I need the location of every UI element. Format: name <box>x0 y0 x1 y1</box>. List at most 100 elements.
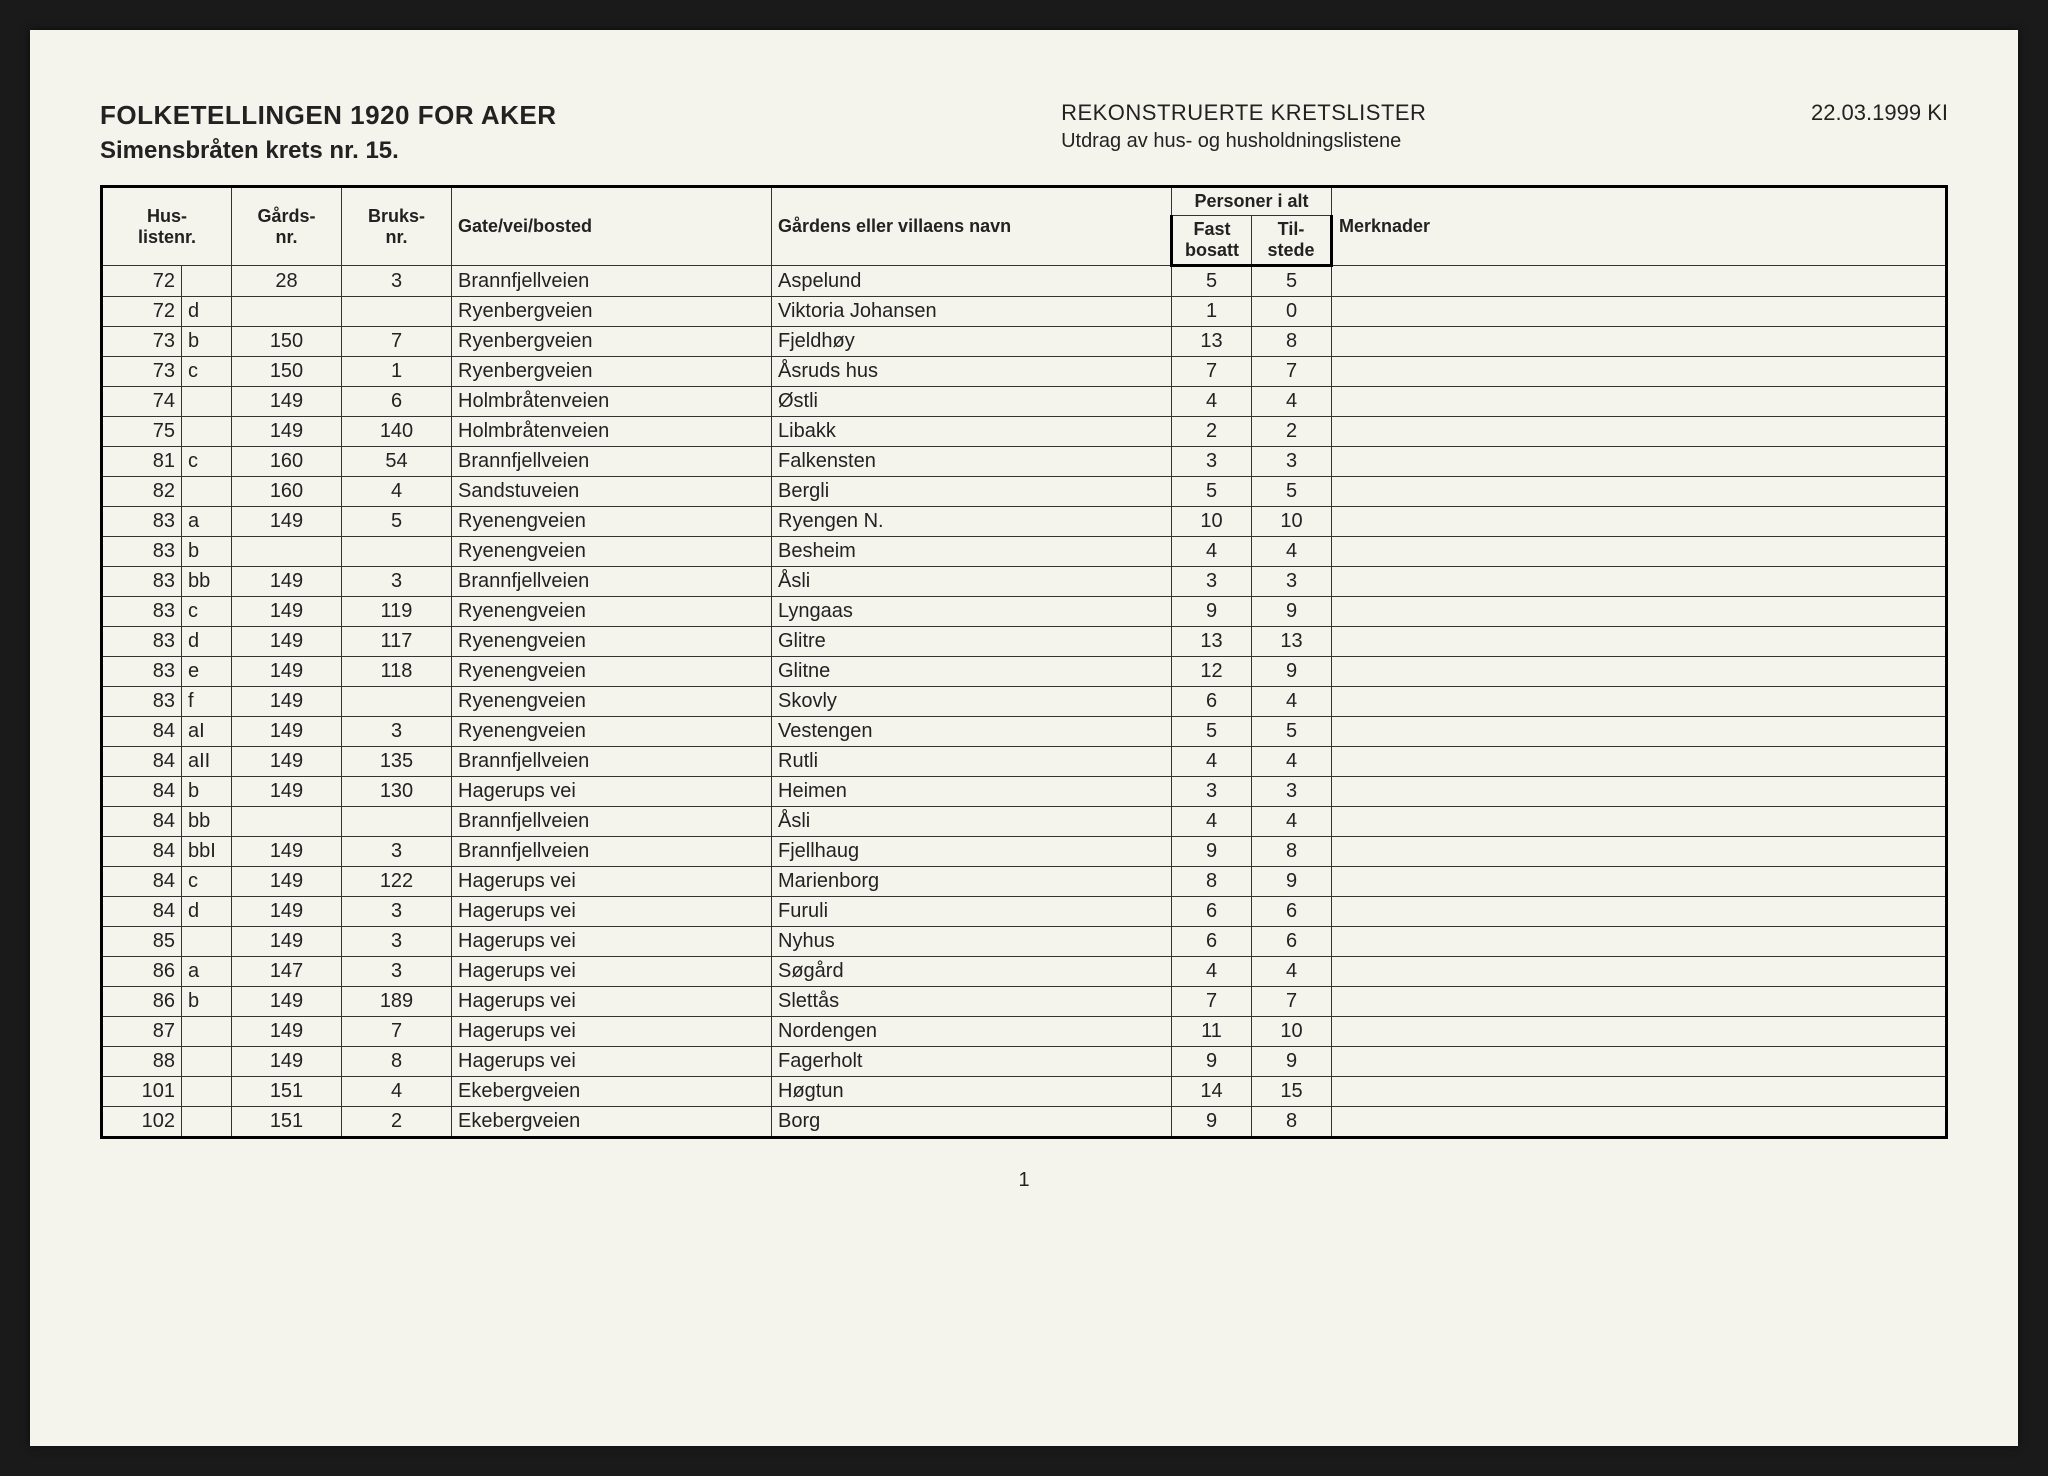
header-center-block: REKONSTRUERTE KRETSLISTER Utdrag av hus-… <box>1061 100 1426 153</box>
cell-gardsnr <box>232 297 342 327</box>
cell-bruksnr <box>342 297 452 327</box>
cell-hus-suffix <box>182 417 232 447</box>
cell-merknader <box>1332 567 1947 597</box>
cell-merknader <box>1332 327 1947 357</box>
cell-merknader <box>1332 597 1947 627</box>
header-date: 22.03.1999 KI <box>1811 100 1948 126</box>
cell-merknader <box>1332 657 1947 687</box>
cell-til-stede: 8 <box>1252 327 1332 357</box>
cell-gardsnr <box>232 807 342 837</box>
table-body: 72283BrannfjellveienAspelund5572dRyenber… <box>102 266 1947 1138</box>
cell-fast-bosatt: 9 <box>1172 1047 1252 1077</box>
col-gate: Gate/vei/bosted <box>452 187 772 266</box>
cell-hus-suffix: b <box>182 777 232 807</box>
cell-bruksnr: 2 <box>342 1107 452 1138</box>
cell-husnr: 83 <box>102 597 182 627</box>
table-row: 81c16054BrannfjellveienFalkensten33 <box>102 447 1947 477</box>
table-row: 1021512EkebergveienBorg98 <box>102 1107 1947 1138</box>
col-fast-bosatt: Fast bosatt <box>1172 216 1252 266</box>
scanner-background: FOLKETELLINGEN 1920 FOR AKER Simensbråte… <box>0 0 2048 1476</box>
cell-bruksnr: 3 <box>342 567 452 597</box>
cell-villa: Åsli <box>772 807 1172 837</box>
cell-husnr: 81 <box>102 447 182 477</box>
table-row: 84aII149135BrannfjellveienRutli44 <box>102 747 1947 777</box>
cell-merknader <box>1332 837 1947 867</box>
cell-merknader <box>1332 867 1947 897</box>
table-row: 84bbBrannfjellveienÅsli44 <box>102 807 1947 837</box>
cell-gardsnr: 149 <box>232 717 342 747</box>
cell-husnr: 85 <box>102 927 182 957</box>
cell-fast-bosatt: 5 <box>1172 717 1252 747</box>
cell-gate: Ryenengveien <box>452 597 772 627</box>
cell-merknader <box>1332 357 1947 387</box>
cell-til-stede: 10 <box>1252 507 1332 537</box>
cell-husnr: 83 <box>102 567 182 597</box>
cell-hus-suffix <box>182 1047 232 1077</box>
cell-villa: Furuli <box>772 897 1172 927</box>
cell-villa: Åsli <box>772 567 1172 597</box>
cell-gardsnr: 149 <box>232 1017 342 1047</box>
page-header: FOLKETELLINGEN 1920 FOR AKER Simensbråte… <box>100 100 1948 165</box>
cell-merknader <box>1332 927 1947 957</box>
cell-gate: Hagerups vei <box>452 927 772 957</box>
cell-gate: Holmbråtenveien <box>452 417 772 447</box>
cell-hus-suffix: d <box>182 897 232 927</box>
cell-fast-bosatt: 11 <box>1172 1017 1252 1047</box>
table-header: Hus- listenr. Gårds- nr. Bruks- nr. Gate… <box>102 187 1947 266</box>
cell-villa: Marienborg <box>772 867 1172 897</box>
cell-merknader <box>1332 777 1947 807</box>
census-table: Hus- listenr. Gårds- nr. Bruks- nr. Gate… <box>100 185 1948 1139</box>
cell-villa: Østli <box>772 387 1172 417</box>
cell-gardsnr: 149 <box>232 777 342 807</box>
cell-fast-bosatt: 9 <box>1172 837 1252 867</box>
cell-merknader <box>1332 717 1947 747</box>
cell-villa: Lyngaas <box>772 597 1172 627</box>
cell-til-stede: 8 <box>1252 837 1332 867</box>
cell-husnr: 74 <box>102 387 182 417</box>
cell-bruksnr: 3 <box>342 837 452 867</box>
cell-merknader <box>1332 987 1947 1017</box>
cell-hus-suffix: c <box>182 447 232 477</box>
cell-merknader <box>1332 507 1947 537</box>
cell-husnr: 83 <box>102 537 182 567</box>
cell-gardsnr: 151 <box>232 1077 342 1107</box>
cell-gate: Ryenengveien <box>452 537 772 567</box>
col-til-stede: Til- stede <box>1252 216 1332 266</box>
cell-gardsnr: 28 <box>232 266 342 297</box>
cell-gardsnr: 150 <box>232 357 342 387</box>
cell-husnr: 84 <box>102 777 182 807</box>
cell-gardsnr: 149 <box>232 867 342 897</box>
cell-villa: Ryengen N. <box>772 507 1172 537</box>
cell-husnr: 72 <box>102 297 182 327</box>
cell-til-stede: 4 <box>1252 957 1332 987</box>
cell-hus-suffix: c <box>182 867 232 897</box>
cell-villa: Fagerholt <box>772 1047 1172 1077</box>
cell-hus-suffix: b <box>182 537 232 567</box>
cell-fast-bosatt: 3 <box>1172 567 1252 597</box>
table-row: 73c1501RyenbergveienÅsruds hus77 <box>102 357 1947 387</box>
cell-husnr: 102 <box>102 1107 182 1138</box>
cell-husnr: 88 <box>102 1047 182 1077</box>
cell-husnr: 84 <box>102 897 182 927</box>
cell-villa: Glitne <box>772 657 1172 687</box>
cell-til-stede: 4 <box>1252 387 1332 417</box>
table-row: 1011514EkebergveienHøgtun1415 <box>102 1077 1947 1107</box>
cell-bruksnr: 6 <box>342 387 452 417</box>
cell-gate: Ryenbergveien <box>452 297 772 327</box>
cell-fast-bosatt: 4 <box>1172 807 1252 837</box>
cell-gardsnr: 160 <box>232 477 342 507</box>
cell-merknader <box>1332 537 1947 567</box>
cell-hus-suffix: b <box>182 327 232 357</box>
cell-gate: Hagerups vei <box>452 1017 772 1047</box>
cell-gardsnr: 151 <box>232 1107 342 1138</box>
cell-husnr: 84 <box>102 867 182 897</box>
cell-villa: Vestengen <box>772 717 1172 747</box>
cell-merknader <box>1332 477 1947 507</box>
cell-villa: Borg <box>772 1107 1172 1138</box>
cell-hus-suffix: c <box>182 597 232 627</box>
cell-husnr: 75 <box>102 417 182 447</box>
cell-fast-bosatt: 6 <box>1172 897 1252 927</box>
table-row: 83bb1493BrannfjellveienÅsli33 <box>102 567 1947 597</box>
page-number: 1 <box>100 1169 1948 1192</box>
cell-gardsnr: 149 <box>232 837 342 867</box>
